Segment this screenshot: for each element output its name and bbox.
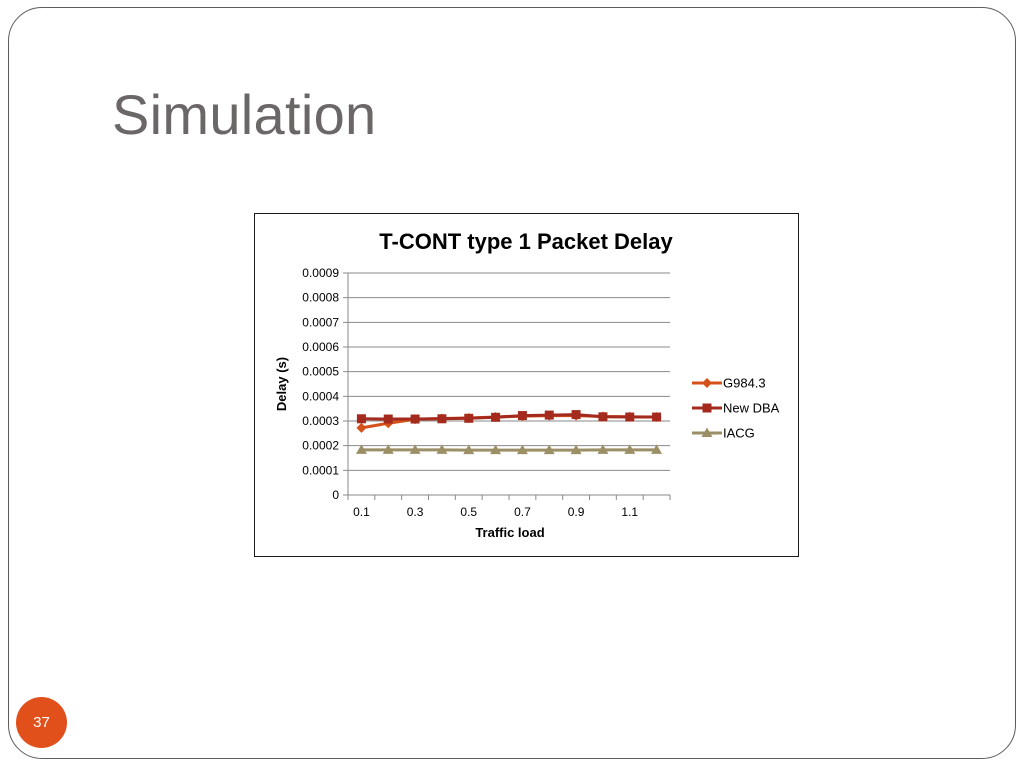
data-point: [491, 412, 501, 422]
y-axis-title: Delay (s): [274, 357, 289, 411]
series-layer: [355, 410, 663, 455]
data-point: [437, 414, 447, 424]
legend-marker: [702, 403, 712, 413]
data-point: [570, 444, 582, 455]
data-point: [571, 410, 581, 420]
legend-label: New DBA: [723, 401, 780, 416]
y-tick-label: 0.0001: [302, 463, 339, 477]
x-tick-label: 0.5: [460, 505, 477, 519]
data-point: [409, 444, 421, 454]
y-tick-label: 0.0003: [302, 414, 339, 428]
y-tick-label: 0.0002: [302, 439, 339, 453]
data-point: [624, 444, 636, 454]
series-new-dba: [356, 410, 662, 424]
y-tick-label: 0.0004: [302, 389, 339, 403]
y-tick-label: 0.0007: [302, 315, 339, 329]
x-tick-label: 0.3: [407, 505, 424, 519]
data-point: [651, 444, 663, 454]
data-point: [652, 412, 662, 422]
data-point: [516, 444, 528, 455]
legend-item: New DBA: [692, 401, 780, 416]
data-point: [410, 414, 420, 424]
data-point: [382, 444, 394, 454]
line-chart: T-CONT type 1 Packet Delay 0 0.0001 0.0002…: [274, 229, 780, 540]
legend-item: G984.3: [692, 376, 766, 391]
y-tick-label: 0.0008: [302, 291, 339, 305]
chart-title: T-CONT type 1 Packet Delay: [379, 229, 673, 254]
data-point: [598, 412, 608, 422]
legend-marker: [701, 427, 713, 437]
legend-label: IACG: [723, 426, 755, 441]
y-tick-label: 0.0006: [302, 340, 339, 354]
data-point: [464, 413, 474, 423]
legend-item: IACG: [692, 426, 755, 441]
legend: G984.3 New DBA IACG: [692, 376, 780, 441]
x-tick-label: 1.1: [621, 505, 638, 519]
data-point: [544, 410, 554, 420]
x-axis-title: Traffic load: [475, 525, 544, 540]
y-tick-label: 0: [332, 488, 339, 502]
data-point: [383, 414, 393, 424]
x-tick-label: 0.9: [568, 505, 585, 519]
slide-title: Simulation: [112, 83, 377, 146]
data-point: [356, 414, 366, 424]
data-point: [355, 444, 367, 454]
data-point: [490, 444, 502, 455]
data-point: [625, 412, 635, 422]
axes: 0 0.0001 0.0002 0.0003 0.0004 0.0005 0.0006 0.0…: [302, 266, 671, 519]
legend-label: G984.3: [723, 376, 766, 391]
series-g984-3: [356, 410, 662, 433]
data-point: [463, 444, 475, 455]
data-point: [356, 422, 367, 433]
y-tick-label: 0.0009: [302, 266, 339, 280]
data-point: [517, 411, 527, 421]
x-tick-label: 0.1: [353, 505, 370, 519]
x-tick-label: 0.7: [514, 505, 531, 519]
slide-number-badge: 37: [16, 697, 67, 748]
data-point: [597, 444, 609, 454]
legend-marker: [702, 378, 712, 388]
series-iacg: [355, 444, 663, 455]
data-point: [436, 444, 448, 454]
data-point: [543, 444, 555, 455]
gridlines: [348, 272, 670, 471]
chart-container: T-CONT type 1 Packet Delay 0 0.0001 0.0002…: [254, 213, 799, 557]
y-tick-label: 0.0005: [302, 365, 339, 379]
